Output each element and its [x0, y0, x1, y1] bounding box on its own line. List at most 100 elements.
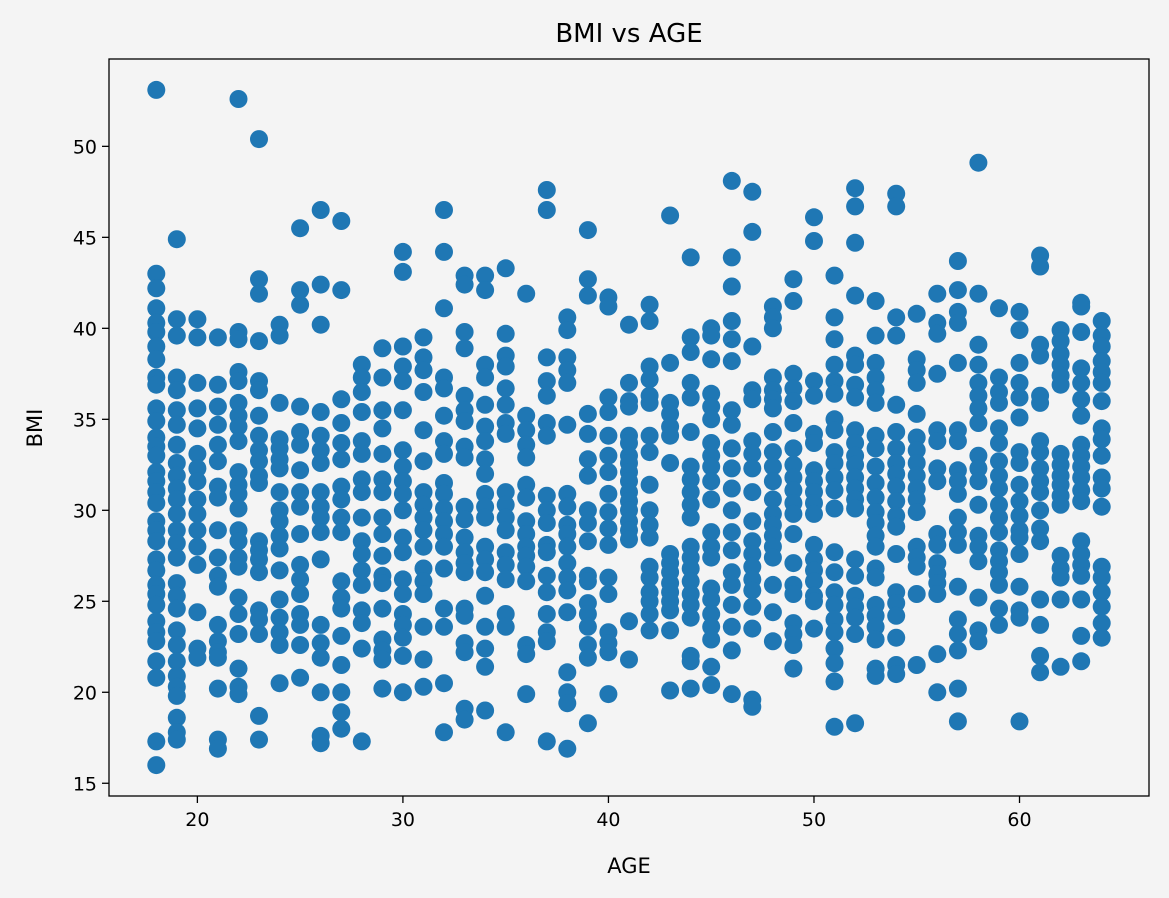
y-tick-label: 45 — [73, 227, 97, 249]
data-point — [640, 621, 659, 640]
data-point — [373, 650, 392, 669]
data-point — [990, 479, 1008, 498]
data-point — [907, 361, 926, 380]
data-point — [393, 646, 412, 665]
data-point — [229, 532, 248, 551]
data-point — [846, 355, 865, 374]
data-point — [373, 339, 392, 358]
data-point — [948, 641, 967, 660]
data-point — [887, 423, 906, 441]
data-point — [722, 459, 741, 478]
data-point — [620, 530, 638, 549]
data-point — [332, 626, 351, 645]
data-point — [887, 464, 906, 483]
data-point — [270, 526, 289, 545]
data-point — [1092, 479, 1111, 498]
data-point — [291, 555, 310, 574]
y-tick-label: 35 — [73, 409, 97, 431]
data-point — [558, 554, 577, 573]
data-point — [311, 315, 330, 334]
data-point — [208, 521, 227, 540]
data-point — [229, 432, 248, 451]
data-point — [476, 508, 495, 527]
data-point — [1092, 597, 1111, 616]
data-point — [1031, 443, 1050, 462]
data-point — [147, 80, 166, 99]
data-point — [208, 397, 227, 416]
data-point — [702, 350, 721, 369]
data-point — [291, 585, 310, 603]
data-point — [476, 368, 495, 387]
data-point — [702, 457, 721, 476]
data-point — [188, 373, 207, 392]
data-point — [1092, 583, 1111, 602]
data-point — [558, 361, 577, 380]
data-point — [291, 397, 310, 416]
data-point — [743, 182, 762, 201]
data-point — [846, 566, 865, 585]
data-point — [681, 470, 700, 489]
data-point — [476, 266, 495, 285]
data-point — [147, 412, 166, 431]
data-point — [147, 323, 166, 341]
data-point — [332, 390, 351, 409]
data-point — [373, 444, 392, 463]
data-point — [393, 441, 412, 460]
data-point — [866, 630, 885, 649]
data-point — [435, 537, 453, 556]
data-point — [866, 617, 885, 636]
data-point — [291, 281, 310, 300]
data-point — [558, 694, 577, 713]
data-point — [147, 532, 166, 551]
data-point — [887, 606, 906, 625]
data-point — [743, 337, 762, 356]
data-point — [702, 434, 721, 452]
y-tick-label: 40 — [73, 318, 97, 340]
data-point — [476, 395, 495, 414]
data-point — [291, 435, 310, 454]
data-point — [846, 608, 865, 627]
data-point — [722, 248, 741, 267]
data-point — [866, 457, 885, 476]
y-axis: 15 20 25 30 35 40 45 50 — [73, 136, 109, 795]
data-point — [537, 426, 556, 445]
data-point — [147, 494, 166, 512]
data-point — [352, 601, 371, 620]
data-point — [846, 286, 865, 305]
data-point — [825, 595, 844, 614]
data-point — [435, 599, 453, 618]
data-point — [393, 372, 412, 391]
data-point — [948, 252, 967, 270]
data-point — [147, 399, 166, 418]
data-point — [537, 201, 556, 219]
data-point — [311, 403, 330, 421]
data-point — [311, 441, 330, 460]
data-point — [640, 568, 659, 587]
data-point — [763, 490, 782, 509]
data-point — [373, 368, 392, 387]
data-point — [476, 563, 495, 582]
data-point — [1092, 392, 1111, 411]
data-point — [805, 372, 823, 391]
data-point — [743, 532, 762, 551]
data-point — [229, 484, 248, 503]
data-point — [352, 639, 371, 658]
data-point — [250, 730, 268, 749]
data-point — [640, 295, 659, 314]
data-point — [887, 326, 906, 345]
data-point — [250, 706, 268, 725]
x-tick-label: 20 — [185, 809, 209, 831]
data-point — [352, 561, 371, 580]
data-point — [805, 592, 823, 611]
data-point — [743, 512, 762, 531]
data-point — [887, 665, 906, 684]
data-point — [250, 474, 268, 492]
data-point — [640, 393, 659, 412]
data-point — [414, 677, 433, 696]
data-point — [435, 617, 453, 636]
data-point — [414, 328, 433, 347]
data-point — [250, 625, 268, 643]
data-point — [1092, 373, 1111, 392]
data-point — [866, 568, 885, 587]
data-point — [887, 594, 906, 613]
